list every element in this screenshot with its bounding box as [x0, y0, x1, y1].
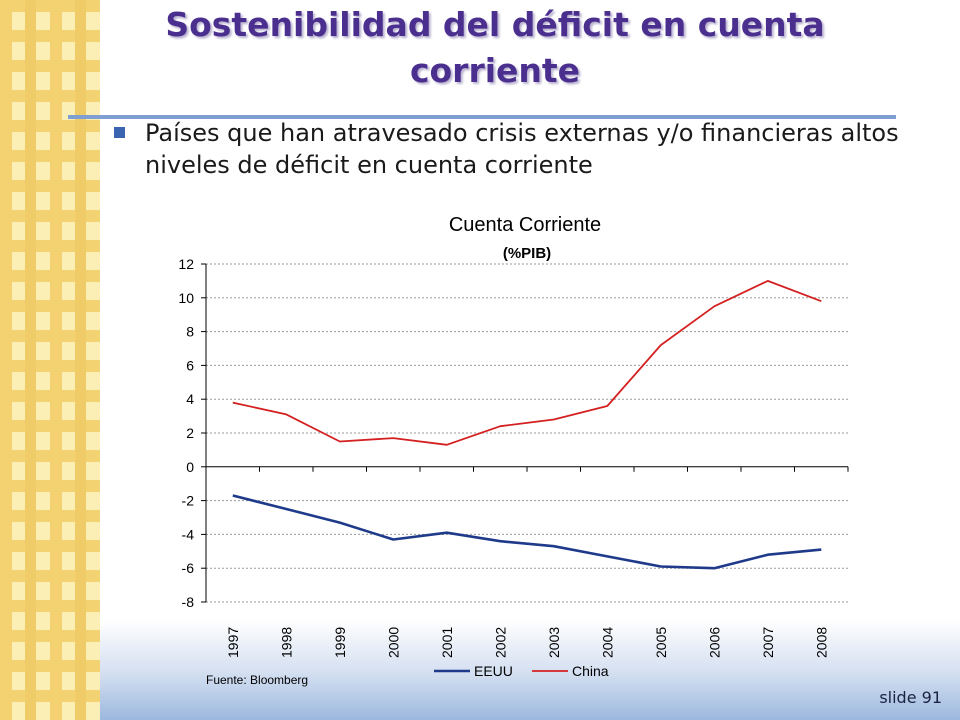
x-tick-label: 1997	[225, 627, 241, 658]
x-tick-label: 2003	[546, 627, 562, 658]
x-tick-label: 1998	[278, 627, 294, 658]
bullet-square-icon	[114, 127, 125, 138]
y-tick-label: -8	[182, 594, 195, 610]
axes	[201, 263, 849, 603]
chart-subtitle: (%PIB)	[503, 245, 551, 262]
series-lines	[232, 279, 822, 570]
y-tick-label: 6	[186, 357, 194, 373]
legend: EEUU China	[434, 663, 609, 679]
x-tick-label: 2000	[385, 627, 401, 658]
legend-label-eeuu: EEUU	[474, 663, 513, 679]
y-tick-label: 4	[186, 391, 194, 407]
y-tick-label: 10	[178, 290, 194, 306]
y-tick-labels: 12 10 8 6 4 2 0 -2 -4 -6 -8	[178, 256, 194, 610]
slide-title: Sostenibilidad del déficit en cuenta cor…	[165, 5, 825, 90]
series-line-eeuu	[232, 494, 822, 570]
legend-label-china: China	[572, 663, 609, 679]
x-tick-label: 2002	[492, 627, 508, 658]
y-tick-label: 8	[186, 324, 194, 340]
title-underline	[68, 115, 896, 119]
y-tick-label: 12	[178, 256, 194, 272]
decorative-bottom-band	[100, 620, 960, 720]
x-tick-label: 2005	[653, 627, 669, 658]
bullet-text: Países que han atravesado crisis externa…	[145, 119, 899, 179]
y-tick-label: -4	[182, 526, 195, 542]
x-tick-label: 2006	[706, 627, 722, 658]
y-tick-label: -6	[182, 560, 195, 576]
y-tick-label: 2	[186, 425, 194, 441]
x-tick-label: 2001	[439, 627, 455, 658]
x-tick-label: 2004	[599, 627, 615, 658]
y-tick-label: -2	[182, 493, 195, 509]
x-tick-label: 2007	[760, 627, 776, 658]
grid-lines	[206, 263, 848, 603]
slide-number: slide 91	[879, 688, 942, 707]
series-line-china	[232, 279, 822, 446]
y-tick-label: 0	[186, 459, 194, 475]
x-tick-labels: 1997 1998 1999 2000 2001 2002 2003 2004 2005 2006…	[225, 627, 830, 658]
x-tick-label: 1999	[332, 627, 348, 658]
x-tick-label: 2008	[813, 627, 829, 658]
decorative-left-band	[0, 0, 100, 720]
chart-title: Cuenta Corriente	[449, 214, 601, 236]
chart-source: Fuente: Bloomberg	[206, 673, 308, 687]
